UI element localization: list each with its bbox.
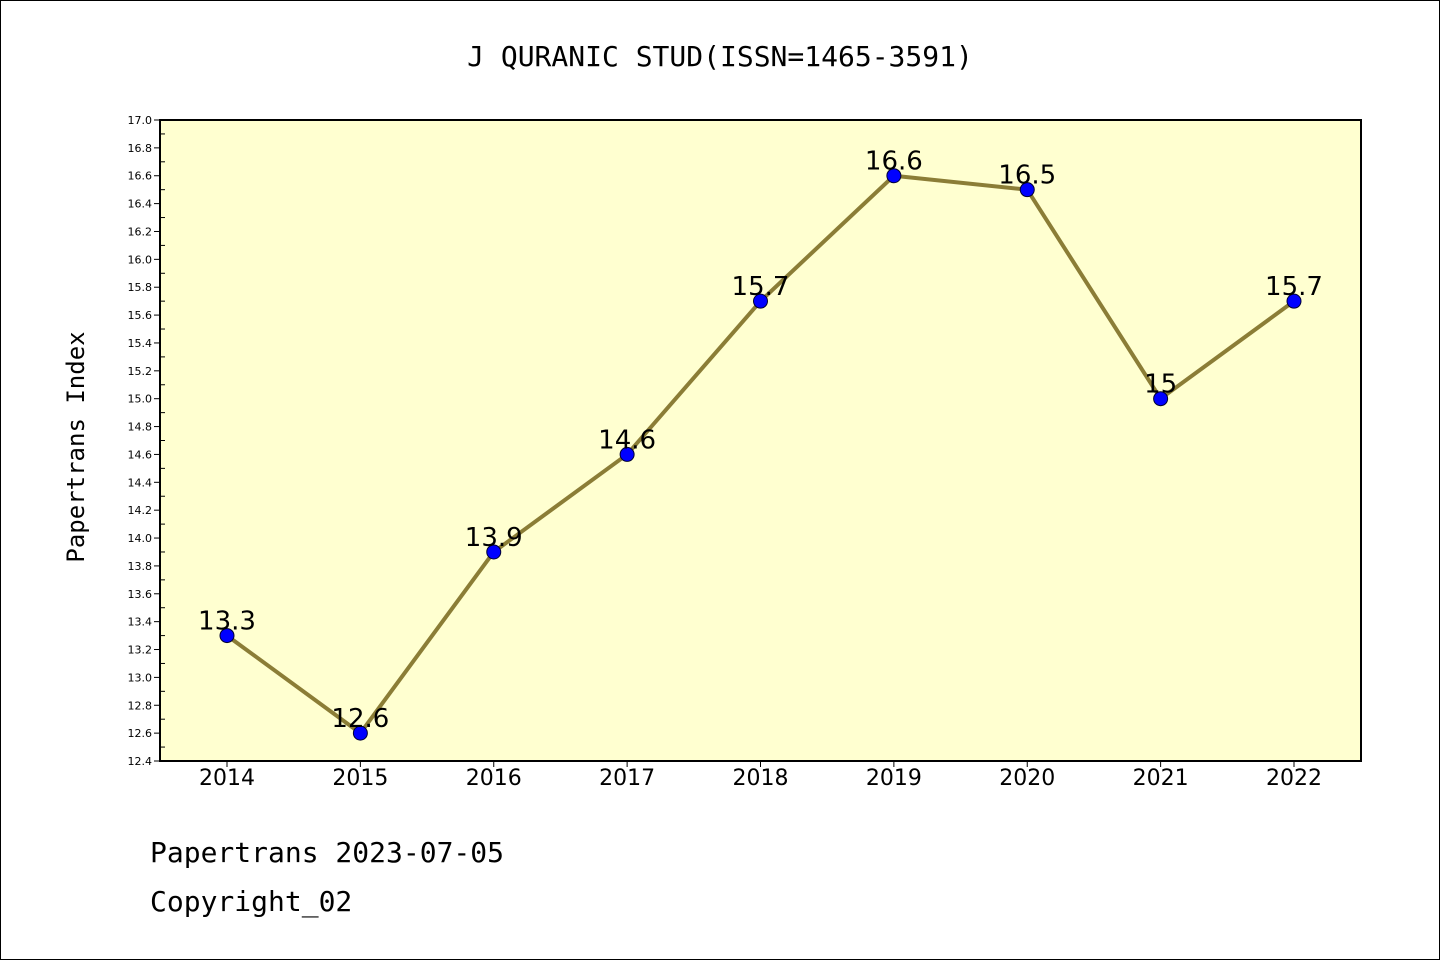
y-tick-label: 12.4 — [128, 755, 153, 768]
data-label: 16.6 — [865, 147, 923, 177]
data-label: 15 — [1144, 370, 1177, 400]
data-point — [753, 293, 768, 309]
y-tick-label: 15.6 — [128, 309, 153, 322]
y-tick-label: 16.0 — [128, 253, 153, 266]
data-label: 13.3 — [198, 607, 256, 637]
data-label: 14.6 — [598, 425, 656, 455]
y-tick-label: 16.6 — [128, 170, 153, 183]
data-point — [886, 168, 902, 184]
y-tick-label: 16.4 — [128, 198, 153, 211]
y-tick-label: 16.8 — [128, 142, 153, 155]
x-tick-label: 2021 — [1133, 766, 1189, 791]
x-tick-label: 2015 — [332, 766, 388, 791]
data-label: 13.9 — [465, 523, 523, 553]
y-tick-label: 17.0 — [128, 114, 153, 127]
data-point — [1153, 391, 1169, 407]
x-tick-label: 2019 — [866, 766, 922, 791]
y-tick-label: 13.6 — [128, 588, 153, 601]
y-tick-label: 14.0 — [128, 532, 153, 545]
x-tick-label: 2018 — [733, 766, 789, 791]
data-point — [619, 446, 635, 462]
data-label: 15.7 — [1265, 272, 1323, 302]
footer-copyright-text: Copyright_02 — [150, 885, 353, 918]
y-tick-label: 12.8 — [128, 699, 153, 712]
y-tick-label: 13.8 — [128, 560, 153, 573]
y-tick-label: 13.2 — [128, 644, 153, 657]
chart-title: J QURANIC STUD(ISSN=1465-3591) — [467, 40, 973, 73]
data-point — [486, 544, 502, 560]
y-tick-label: 12.6 — [128, 727, 153, 740]
x-tick-label: 2014 — [199, 766, 255, 791]
y-tick-label: 14.4 — [128, 476, 153, 489]
y-tick-label: 16.2 — [128, 225, 153, 238]
x-tick-label: 2016 — [466, 766, 522, 791]
data-point — [352, 725, 368, 741]
x-tick-label: 2020 — [999, 766, 1055, 791]
y-tick-label: 15.2 — [128, 365, 153, 378]
y-tick-label: 14.2 — [128, 504, 153, 517]
data-label: 12.6 — [331, 704, 389, 734]
y-tick-label: 13.0 — [128, 671, 153, 684]
y-axis-ticks: 12.4 12.6 12.8 13.0 13.2 13.4 13.6 13.8 14.0 14.2… — [128, 114, 165, 768]
x-tick-label: 2017 — [599, 766, 655, 791]
data-point — [219, 628, 235, 644]
data-label: 16.5 — [998, 161, 1056, 191]
x-axis-ticks: 2014 2015 2016 2017 2018 2019 2020 2021 2022 — [199, 761, 1322, 791]
data-point — [1286, 293, 1302, 309]
y-tick-label: 15.0 — [128, 393, 153, 406]
data-point — [1019, 182, 1035, 198]
footer-date-text: Papertrans 2023-07-05 — [150, 836, 505, 869]
y-tick-label: 15.4 — [128, 337, 153, 350]
x-tick-label: 2022 — [1266, 766, 1322, 791]
y-tick-label: 15.8 — [128, 281, 153, 294]
plot-area — [159, 119, 1362, 762]
data-label: 15.7 — [732, 272, 790, 302]
series-layer: 13.3 12.6 13.9 14.6 15.7 16.6 16.5 15 15.7 — [198, 147, 1323, 741]
y-tick-label: 13.4 — [128, 616, 153, 629]
y-axis-label: Papertrans Index — [62, 331, 90, 562]
y-tick-label: 14.6 — [128, 448, 153, 461]
y-tick-label: 14.8 — [128, 421, 153, 434]
